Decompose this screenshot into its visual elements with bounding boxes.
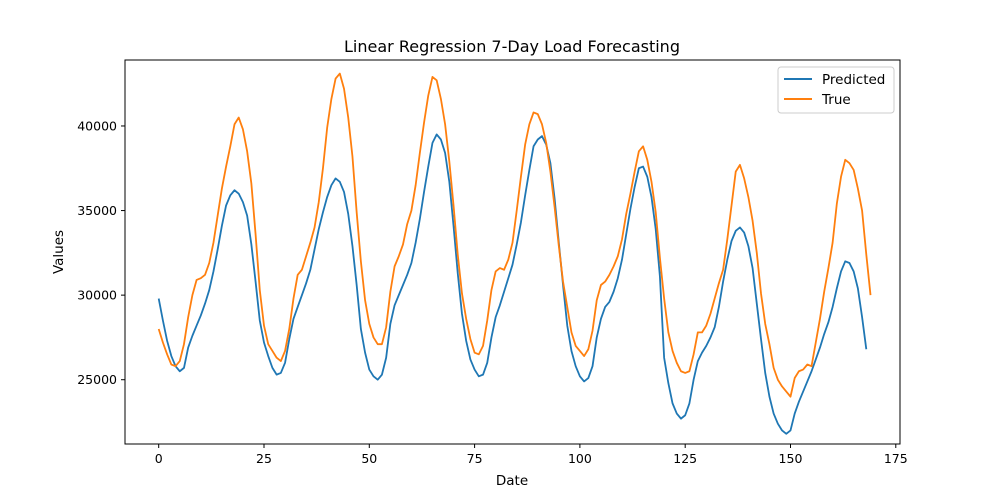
- x-tick-label: 25: [256, 451, 272, 466]
- y-axis: 25000 30000 35000 40000: [77, 118, 125, 387]
- legend-label-true: True: [821, 92, 851, 108]
- x-axis: 0 25 50 75 100 125 150 175: [155, 444, 908, 466]
- legend: Predicted True: [777, 66, 895, 114]
- series-line-predicted: [157, 133, 868, 435]
- x-tick-label: 50: [361, 451, 377, 466]
- plot-frame: [124, 59, 901, 445]
- x-tick-label: 175: [884, 451, 908, 466]
- legend-label-predicted: Predicted: [822, 72, 885, 88]
- x-tick-label: 0: [155, 451, 163, 466]
- series-line-true: [157, 72, 872, 398]
- x-axis-title: Date: [496, 473, 528, 489]
- x-tick-label: 100: [568, 451, 592, 466]
- y-axis-title: Values: [51, 230, 67, 274]
- chart-title: Linear Regression 7-Day Load Forecasting: [344, 37, 680, 56]
- x-tick-label: 75: [467, 451, 483, 466]
- x-tick-label: 150: [779, 451, 803, 466]
- y-tick-label: 25000: [77, 372, 117, 387]
- y-tick-label: 30000: [77, 288, 117, 303]
- series-layer: [157, 72, 872, 435]
- x-tick-label: 125: [673, 451, 697, 466]
- y-tick-label: 40000: [77, 118, 117, 133]
- y-tick-label: 35000: [77, 203, 117, 218]
